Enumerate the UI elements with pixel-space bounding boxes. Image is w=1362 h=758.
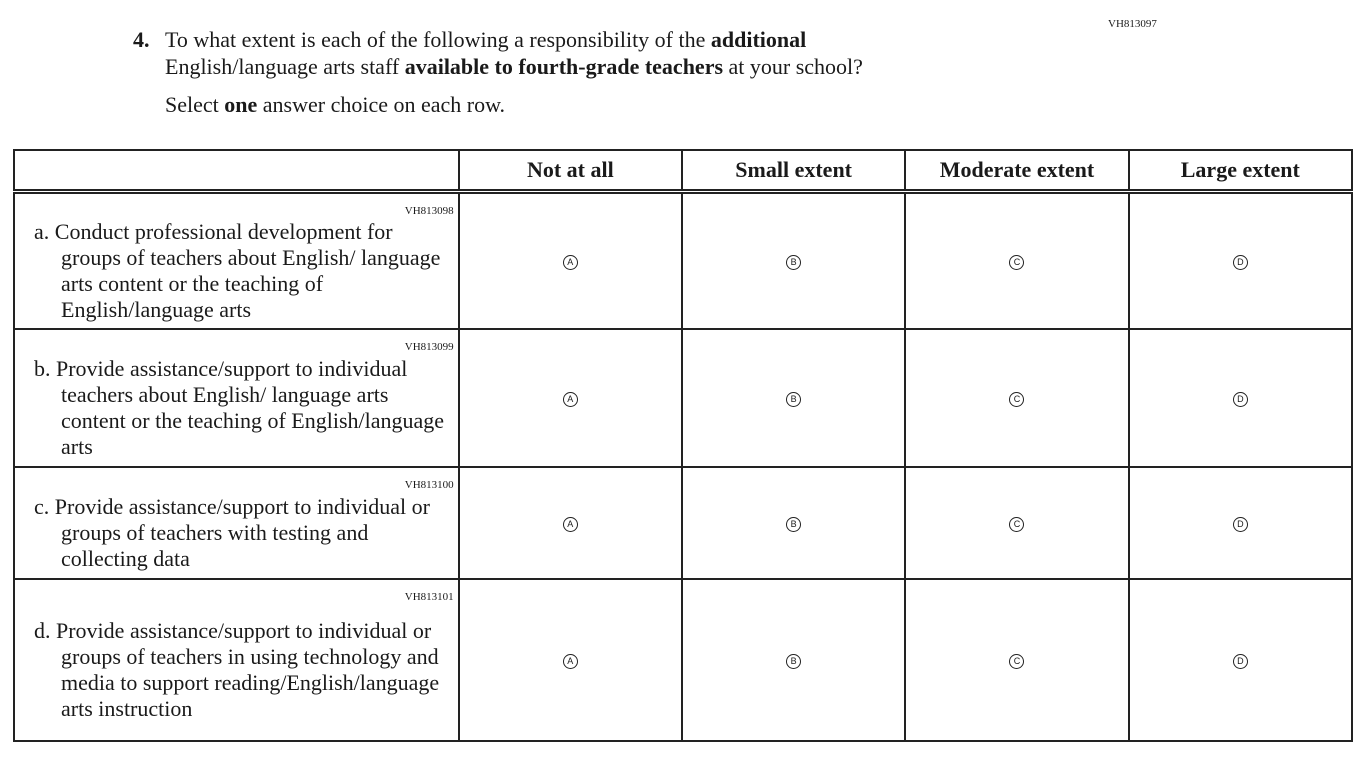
radio-option-c[interactable]: C (1009, 516, 1025, 532)
radio-option-a[interactable]: A (562, 391, 578, 407)
option-cell: C (904, 327, 1130, 468)
radio-option-d[interactable]: D (1232, 391, 1248, 407)
option-cell: B (680, 190, 907, 330)
item-code: VH813100 (404, 478, 454, 491)
col-header: Not at all (457, 149, 683, 194)
item-cell: VH813098 a. Conduct professional developm… (13, 190, 460, 330)
radio-option-b[interactable]: B (786, 516, 802, 532)
item-code: VH813101 (404, 590, 454, 603)
item-label: b. Provide assistance/support to individ… (34, 355, 445, 459)
option-cell: B (680, 327, 907, 468)
option-cell: C (904, 190, 1130, 330)
item-cell: VH813099 b. Provide assistance/support to… (13, 327, 460, 468)
radio-option-b[interactable]: B (786, 391, 802, 407)
option-cell: D (1127, 327, 1354, 468)
option-cell: A (457, 577, 683, 742)
radio-option-a[interactable]: A (562, 653, 578, 669)
option-cell: B (680, 577, 907, 742)
option-cell: C (904, 577, 1130, 742)
table-row: VH813098 a. Conduct professional developm… (13, 190, 1354, 330)
instr-pre: Select (165, 92, 225, 117)
instr-bold: one (224, 92, 258, 117)
q-text-part: To what extent is each of the following … (165, 27, 711, 52)
table-row: VH813099 b. Provide assistance/support to… (13, 327, 1354, 468)
col-header: Large extent (1127, 149, 1354, 194)
radio-option-d[interactable]: D (1232, 516, 1248, 532)
radio-option-c[interactable]: C (1009, 254, 1025, 270)
option-cell: D (1127, 465, 1354, 580)
radio-option-b[interactable]: B (786, 254, 802, 270)
item-label: c. Provide assistance/support to individ… (34, 493, 430, 571)
option-cell: A (457, 327, 683, 468)
option-cell: C (904, 465, 1130, 580)
table-row: VH813101 d. Provide assistance/support to… (13, 577, 1354, 742)
item-code: VH813099 (404, 340, 454, 353)
response-grid: Not at all Small extent Moderate extent … (13, 149, 1354, 742)
radio-option-a[interactable]: A (562, 254, 578, 270)
radio-option-c[interactable]: C (1009, 391, 1025, 407)
q-text-bold: additional (710, 27, 807, 52)
col-header: Small extent (680, 149, 907, 194)
q-text-part: English/language arts staff (165, 54, 405, 79)
question-code: VH813097 (1108, 18, 1157, 30)
table-row: VH813100 c. Provide assistance/support to… (13, 465, 1354, 580)
instruction: Select one answer choice on each row. (165, 92, 505, 118)
header-blank (13, 149, 460, 194)
option-cell: B (680, 465, 907, 580)
question-number: 4. (133, 27, 150, 52)
item-cell: VH813101 d. Provide assistance/support to… (13, 577, 460, 742)
q-text-bold: available to fourth-grade teachers (404, 54, 724, 79)
item-label: d. Provide assistance/support to individ… (34, 617, 440, 721)
radio-option-d[interactable]: D (1232, 254, 1248, 270)
radio-option-d[interactable]: D (1232, 653, 1248, 669)
option-cell: D (1127, 577, 1354, 742)
col-header: Moderate extent (904, 149, 1130, 194)
option-cell: A (457, 190, 683, 330)
option-cell: D (1127, 190, 1354, 330)
item-label: a. Conduct professional development for … (34, 218, 441, 322)
instr-post: answer choice on each row. (257, 92, 506, 117)
radio-option-b[interactable]: B (786, 653, 802, 669)
q-text-part: at your school? (723, 54, 863, 79)
item-cell: VH813100 c. Provide assistance/support to… (13, 465, 460, 580)
question-text: To what extent is each of the following … (165, 26, 985, 80)
item-code: VH813098 (404, 205, 454, 217)
option-cell: A (457, 465, 683, 580)
radio-option-a[interactable]: A (562, 516, 578, 532)
radio-option-c[interactable]: C (1009, 653, 1025, 669)
